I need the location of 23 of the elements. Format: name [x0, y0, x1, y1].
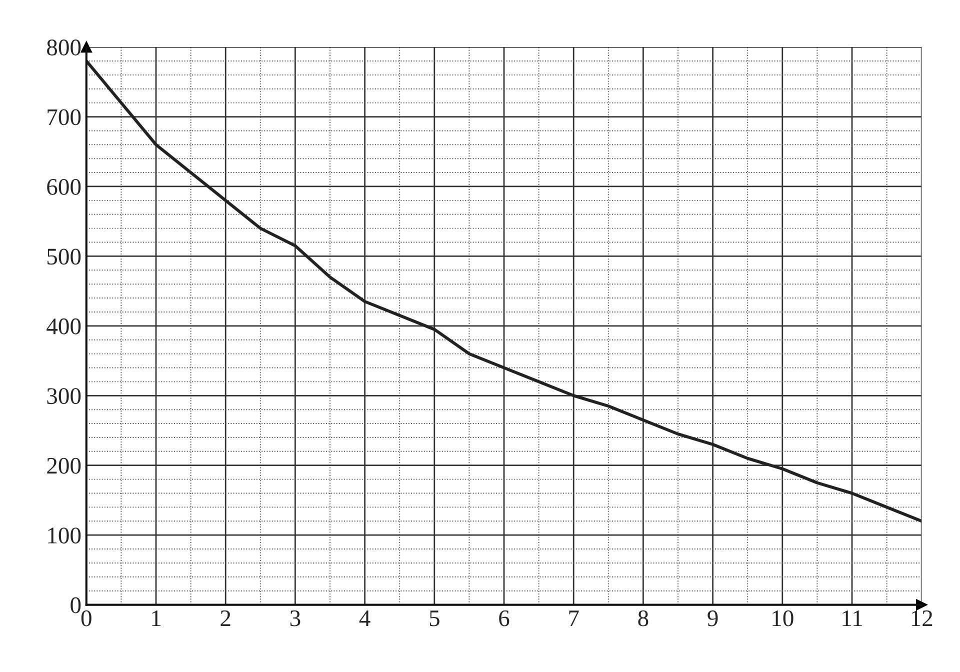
- x-tick-label: 4: [359, 610, 370, 626]
- line-series: [86, 59, 922, 523]
- x-tick-label: 9: [708, 610, 718, 626]
- y-tick-label: 0: [70, 597, 81, 614]
- x-tick-label: 5: [430, 610, 440, 626]
- x-tick-label: 6: [499, 610, 510, 626]
- x-tick-label: 8: [638, 610, 648, 626]
- y-tick-label: 200: [47, 458, 81, 474]
- x-tick-label: 2: [220, 610, 230, 626]
- x-tick-label: 7: [569, 610, 579, 626]
- x-tick-label: 10: [772, 610, 794, 626]
- y-tick-label: 600: [47, 178, 81, 195]
- y-tick-label: 700: [48, 109, 81, 126]
- x-tick-label: 12: [912, 610, 932, 626]
- y-tick-label: 100: [48, 528, 81, 544]
- y-tick-label: 400: [46, 318, 81, 334]
- y-tick-label: 800: [47, 40, 81, 56]
- x-tick-label: 3: [290, 610, 300, 626]
- x-tick-label: 0: [81, 610, 92, 626]
- y-tick-label: 500: [47, 248, 81, 265]
- y-tick-label: 300: [47, 388, 81, 404]
- x-tick-label: 11: [842, 610, 862, 626]
- x-tick-label: 1: [152, 610, 160, 626]
